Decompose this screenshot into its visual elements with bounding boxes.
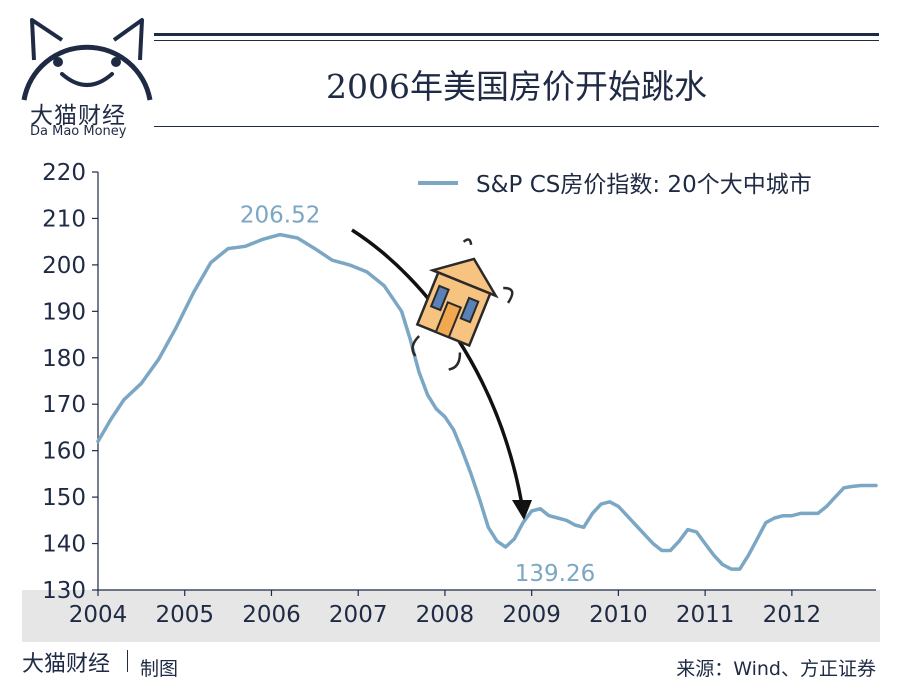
x-tick-label: 2005 [155, 602, 214, 628]
y-tick-label: 130 [42, 578, 86, 604]
title-rule-top [154, 33, 879, 36]
cat-logo-icon [21, 18, 153, 101]
brand-name-en: Da Mao Money [30, 124, 127, 139]
title-rule-top-thin [154, 40, 879, 41]
x-tick-label: 2009 [502, 602, 561, 628]
annotation-trough: 139.26 [515, 561, 595, 587]
falling-house-icon [411, 238, 514, 371]
y-tick-label: 200 [42, 253, 86, 279]
x-tick-label: 2011 [676, 602, 735, 628]
y-tick-label: 170 [42, 392, 86, 418]
footer-brand: 大猫财经 [22, 652, 111, 677]
x-tick-label: 2012 [763, 602, 822, 628]
x-tick-label: 2008 [416, 602, 475, 628]
y-tick-label: 140 [42, 532, 86, 558]
page-title: 2006年美国房价开始跳水 [326, 67, 707, 106]
footer-bar [0, 643, 900, 673]
x-tick-label: 2004 [69, 602, 128, 628]
legend-label: S&P CS房价指数: 20个大中城市 [476, 172, 812, 198]
y-tick-label: 150 [42, 485, 86, 511]
x-tick-label: 2007 [329, 602, 388, 628]
x-tick-label: 2010 [589, 602, 648, 628]
y-tick-label: 220 [42, 160, 86, 186]
x-tick-label: 2006 [242, 602, 301, 628]
annotation-peak: 206.52 [240, 203, 320, 229]
x-axis-band [22, 590, 880, 642]
brand-name-cn: 大猫财经 [30, 103, 126, 129]
y-tick-label: 210 [42, 206, 86, 232]
footer-made-by: 制图 [140, 658, 179, 680]
y-tick-label: 160 [42, 439, 86, 465]
y-axis: 130 140 150 160 170 180 190 200 210 220 [42, 160, 98, 604]
legend: S&P CS房价指数: 20个大中城市 [418, 172, 812, 198]
y-tick-label: 190 [42, 299, 86, 325]
y-tick-label: 180 [42, 346, 86, 372]
title-rule-bottom [154, 126, 879, 127]
series-line [96, 232, 878, 571]
footer-separator [127, 650, 128, 672]
x-axis: 2004 2005 2006 2007 2008 2009 2010 2011 2012 [69, 590, 821, 628]
footer-source: 来源：Wind、方正证券 [676, 658, 876, 680]
